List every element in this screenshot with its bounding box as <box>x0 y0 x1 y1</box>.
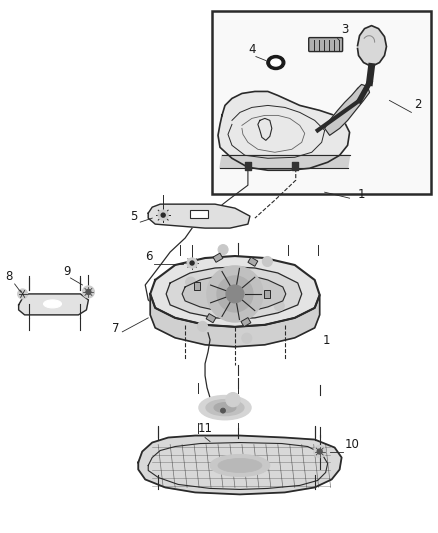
Circle shape <box>207 266 263 322</box>
Circle shape <box>190 261 194 265</box>
Bar <box>241 318 251 327</box>
Circle shape <box>217 276 253 312</box>
Polygon shape <box>325 84 370 135</box>
Circle shape <box>158 210 168 220</box>
Ellipse shape <box>206 400 244 416</box>
Text: 6: 6 <box>145 250 153 263</box>
Circle shape <box>226 285 244 303</box>
Polygon shape <box>220 155 350 168</box>
Text: 11: 11 <box>198 422 213 434</box>
Circle shape <box>198 321 208 332</box>
Ellipse shape <box>214 402 236 413</box>
Polygon shape <box>166 267 302 319</box>
Bar <box>264 290 270 298</box>
Text: 8: 8 <box>6 270 13 283</box>
Text: 9: 9 <box>64 265 71 278</box>
Ellipse shape <box>267 55 285 69</box>
Circle shape <box>186 277 196 287</box>
Polygon shape <box>150 294 320 347</box>
Text: 2: 2 <box>414 99 422 111</box>
Circle shape <box>317 449 322 454</box>
Circle shape <box>161 213 165 217</box>
Polygon shape <box>218 92 350 170</box>
Circle shape <box>314 446 326 457</box>
Text: 10: 10 <box>345 438 360 450</box>
Bar <box>213 253 223 262</box>
Text: 1: 1 <box>357 188 365 201</box>
Polygon shape <box>182 275 286 312</box>
Ellipse shape <box>199 395 251 419</box>
Ellipse shape <box>43 300 61 308</box>
Circle shape <box>86 289 91 294</box>
FancyBboxPatch shape <box>309 38 343 52</box>
Bar <box>190 210 208 218</box>
Circle shape <box>226 393 240 407</box>
Circle shape <box>262 256 272 266</box>
Circle shape <box>82 286 95 298</box>
Circle shape <box>187 258 197 268</box>
Bar <box>206 313 216 323</box>
Polygon shape <box>138 435 342 495</box>
Polygon shape <box>150 256 320 327</box>
Circle shape <box>218 245 228 255</box>
Text: 5: 5 <box>130 210 138 223</box>
Ellipse shape <box>271 59 281 66</box>
Polygon shape <box>148 204 250 228</box>
Bar <box>212 11 431 194</box>
Circle shape <box>220 408 226 413</box>
Bar <box>194 282 200 290</box>
Bar <box>248 257 258 266</box>
Text: 7: 7 <box>112 322 120 335</box>
Circle shape <box>18 289 28 299</box>
Circle shape <box>242 333 252 343</box>
Text: 1: 1 <box>323 334 330 348</box>
Circle shape <box>274 301 284 311</box>
Ellipse shape <box>210 455 270 477</box>
Ellipse shape <box>218 458 262 472</box>
Text: 3: 3 <box>342 22 349 36</box>
Text: 4: 4 <box>248 43 255 55</box>
Polygon shape <box>19 294 88 315</box>
Polygon shape <box>357 26 386 67</box>
